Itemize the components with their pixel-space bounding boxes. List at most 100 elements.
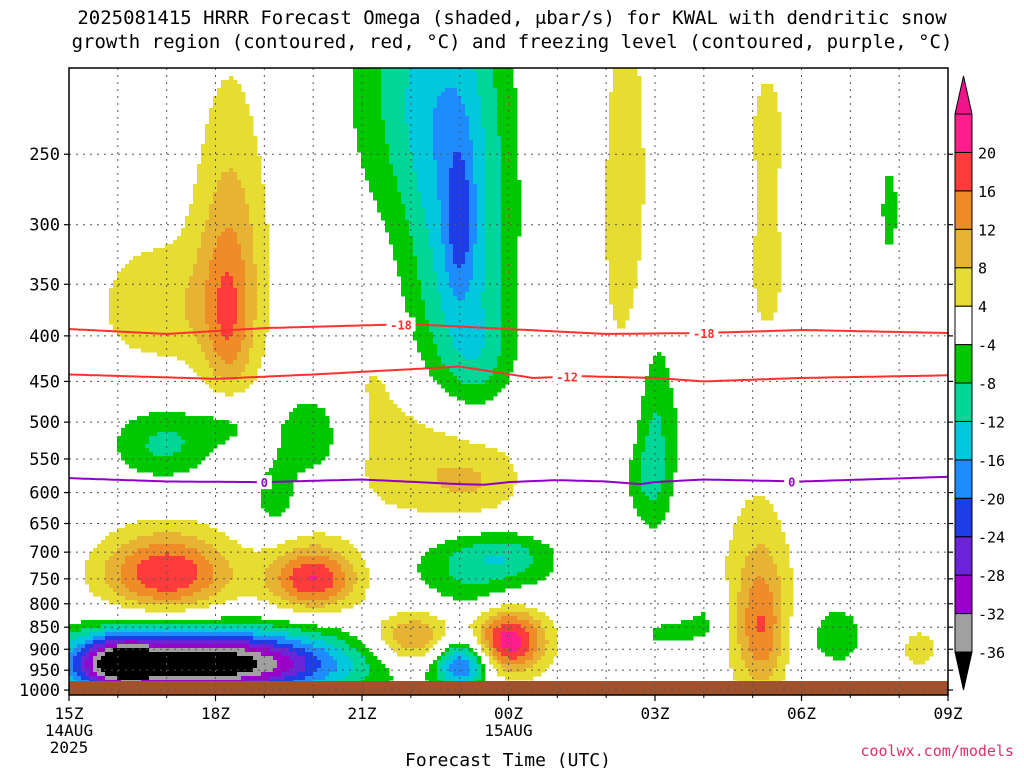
omega-cell	[265, 576, 278, 581]
omega-cell	[741, 508, 774, 513]
omega-cell	[753, 272, 782, 277]
omega-cell	[417, 508, 482, 513]
omega-cell	[633, 444, 646, 449]
omega-cell	[641, 396, 674, 401]
omega-cell	[753, 268, 782, 273]
omega-cell	[733, 528, 782, 533]
omega-cell	[501, 280, 518, 285]
omega-cell	[209, 336, 226, 341]
omega-cell	[353, 588, 366, 593]
omega-cell	[417, 256, 434, 261]
omega-cell	[637, 432, 650, 437]
omega-cell	[221, 588, 270, 593]
omega-cell	[501, 212, 522, 217]
omega-cell	[445, 320, 486, 325]
omega-cell	[737, 516, 778, 521]
omega-cell	[69, 668, 74, 673]
omega-cell	[137, 640, 250, 645]
omega-cell	[381, 84, 410, 89]
omega-cell	[753, 144, 782, 149]
omega-cell	[493, 636, 502, 641]
omega-cell	[369, 664, 386, 669]
omega-cell	[757, 308, 778, 313]
omega-cell	[637, 428, 650, 433]
omega-cell	[437, 344, 454, 349]
omega-cell	[649, 420, 662, 425]
colorbar-label: -8	[978, 375, 996, 393]
omega-cell	[433, 140, 474, 145]
omega-cell	[197, 260, 210, 265]
omega-cell	[417, 172, 438, 177]
omega-cell	[281, 432, 334, 437]
omega-cell	[629, 484, 642, 489]
omega-cell	[261, 672, 282, 677]
x-tick-label: 00Z	[494, 704, 523, 723]
omega-cell	[249, 644, 274, 649]
omega-cell	[741, 648, 750, 653]
omega-cell	[105, 652, 238, 657]
omega-cell	[453, 552, 530, 557]
omega-cell	[609, 276, 638, 281]
omega-cell	[501, 184, 522, 189]
omega-cell	[121, 604, 210, 609]
omega-cell	[757, 620, 766, 625]
omega-cell	[469, 228, 478, 233]
omega-cell	[757, 160, 782, 165]
omega-cell	[753, 236, 782, 241]
omega-cell	[305, 604, 326, 609]
omega-cell	[421, 576, 454, 581]
omega-cell	[537, 640, 550, 645]
omega-cell	[393, 252, 414, 257]
omega-cell	[341, 564, 354, 569]
omega-cell	[477, 204, 486, 209]
omega-cell	[197, 252, 214, 257]
omega-cell	[325, 604, 354, 609]
omega-cell	[189, 280, 206, 285]
omega-cell	[205, 352, 218, 357]
omega-cell	[449, 564, 530, 569]
omega-cell	[113, 552, 134, 557]
omega-cell	[613, 68, 638, 73]
omega-cell	[437, 96, 462, 101]
omega-cell	[473, 268, 486, 273]
omega-cell	[777, 664, 786, 669]
omega-cell	[117, 644, 150, 649]
omega-cell	[641, 472, 666, 477]
omega-cell	[501, 260, 518, 265]
omega-cell	[385, 124, 410, 129]
omega-cell	[277, 664, 294, 669]
omega-cell	[237, 292, 246, 297]
omega-cell	[461, 152, 474, 157]
omega-cell	[501, 316, 518, 321]
omega-cell	[473, 260, 486, 265]
omega-cell	[421, 204, 442, 209]
omega-cell	[433, 132, 470, 137]
omega-cell	[229, 336, 246, 341]
omega-cell	[297, 536, 342, 541]
omega-cell	[433, 256, 446, 261]
omega-cell	[753, 252, 782, 257]
omega-cell	[913, 660, 926, 665]
omega-cell	[197, 536, 230, 541]
omega-cell	[121, 572, 138, 577]
omega-cell	[541, 620, 554, 625]
contour-line	[68, 365, 949, 383]
omega-cell	[349, 656, 366, 661]
omega-cell	[605, 228, 642, 233]
colorbar-label: -4	[978, 337, 996, 355]
omega-cell	[281, 568, 294, 573]
omega-cell	[613, 312, 630, 317]
omega-cell	[481, 300, 502, 305]
omega-cell	[205, 356, 222, 361]
omega-cell	[189, 364, 210, 369]
omega-cell	[473, 148, 486, 153]
omega-cell	[109, 308, 186, 313]
omega-cell	[85, 652, 90, 657]
omega-cell	[401, 280, 422, 285]
omega-cell	[149, 644, 250, 649]
omega-cell	[269, 676, 286, 681]
omega-cell	[757, 220, 778, 225]
omega-cell	[381, 80, 410, 85]
omega-cell	[629, 480, 642, 485]
omega-cell	[773, 632, 782, 637]
